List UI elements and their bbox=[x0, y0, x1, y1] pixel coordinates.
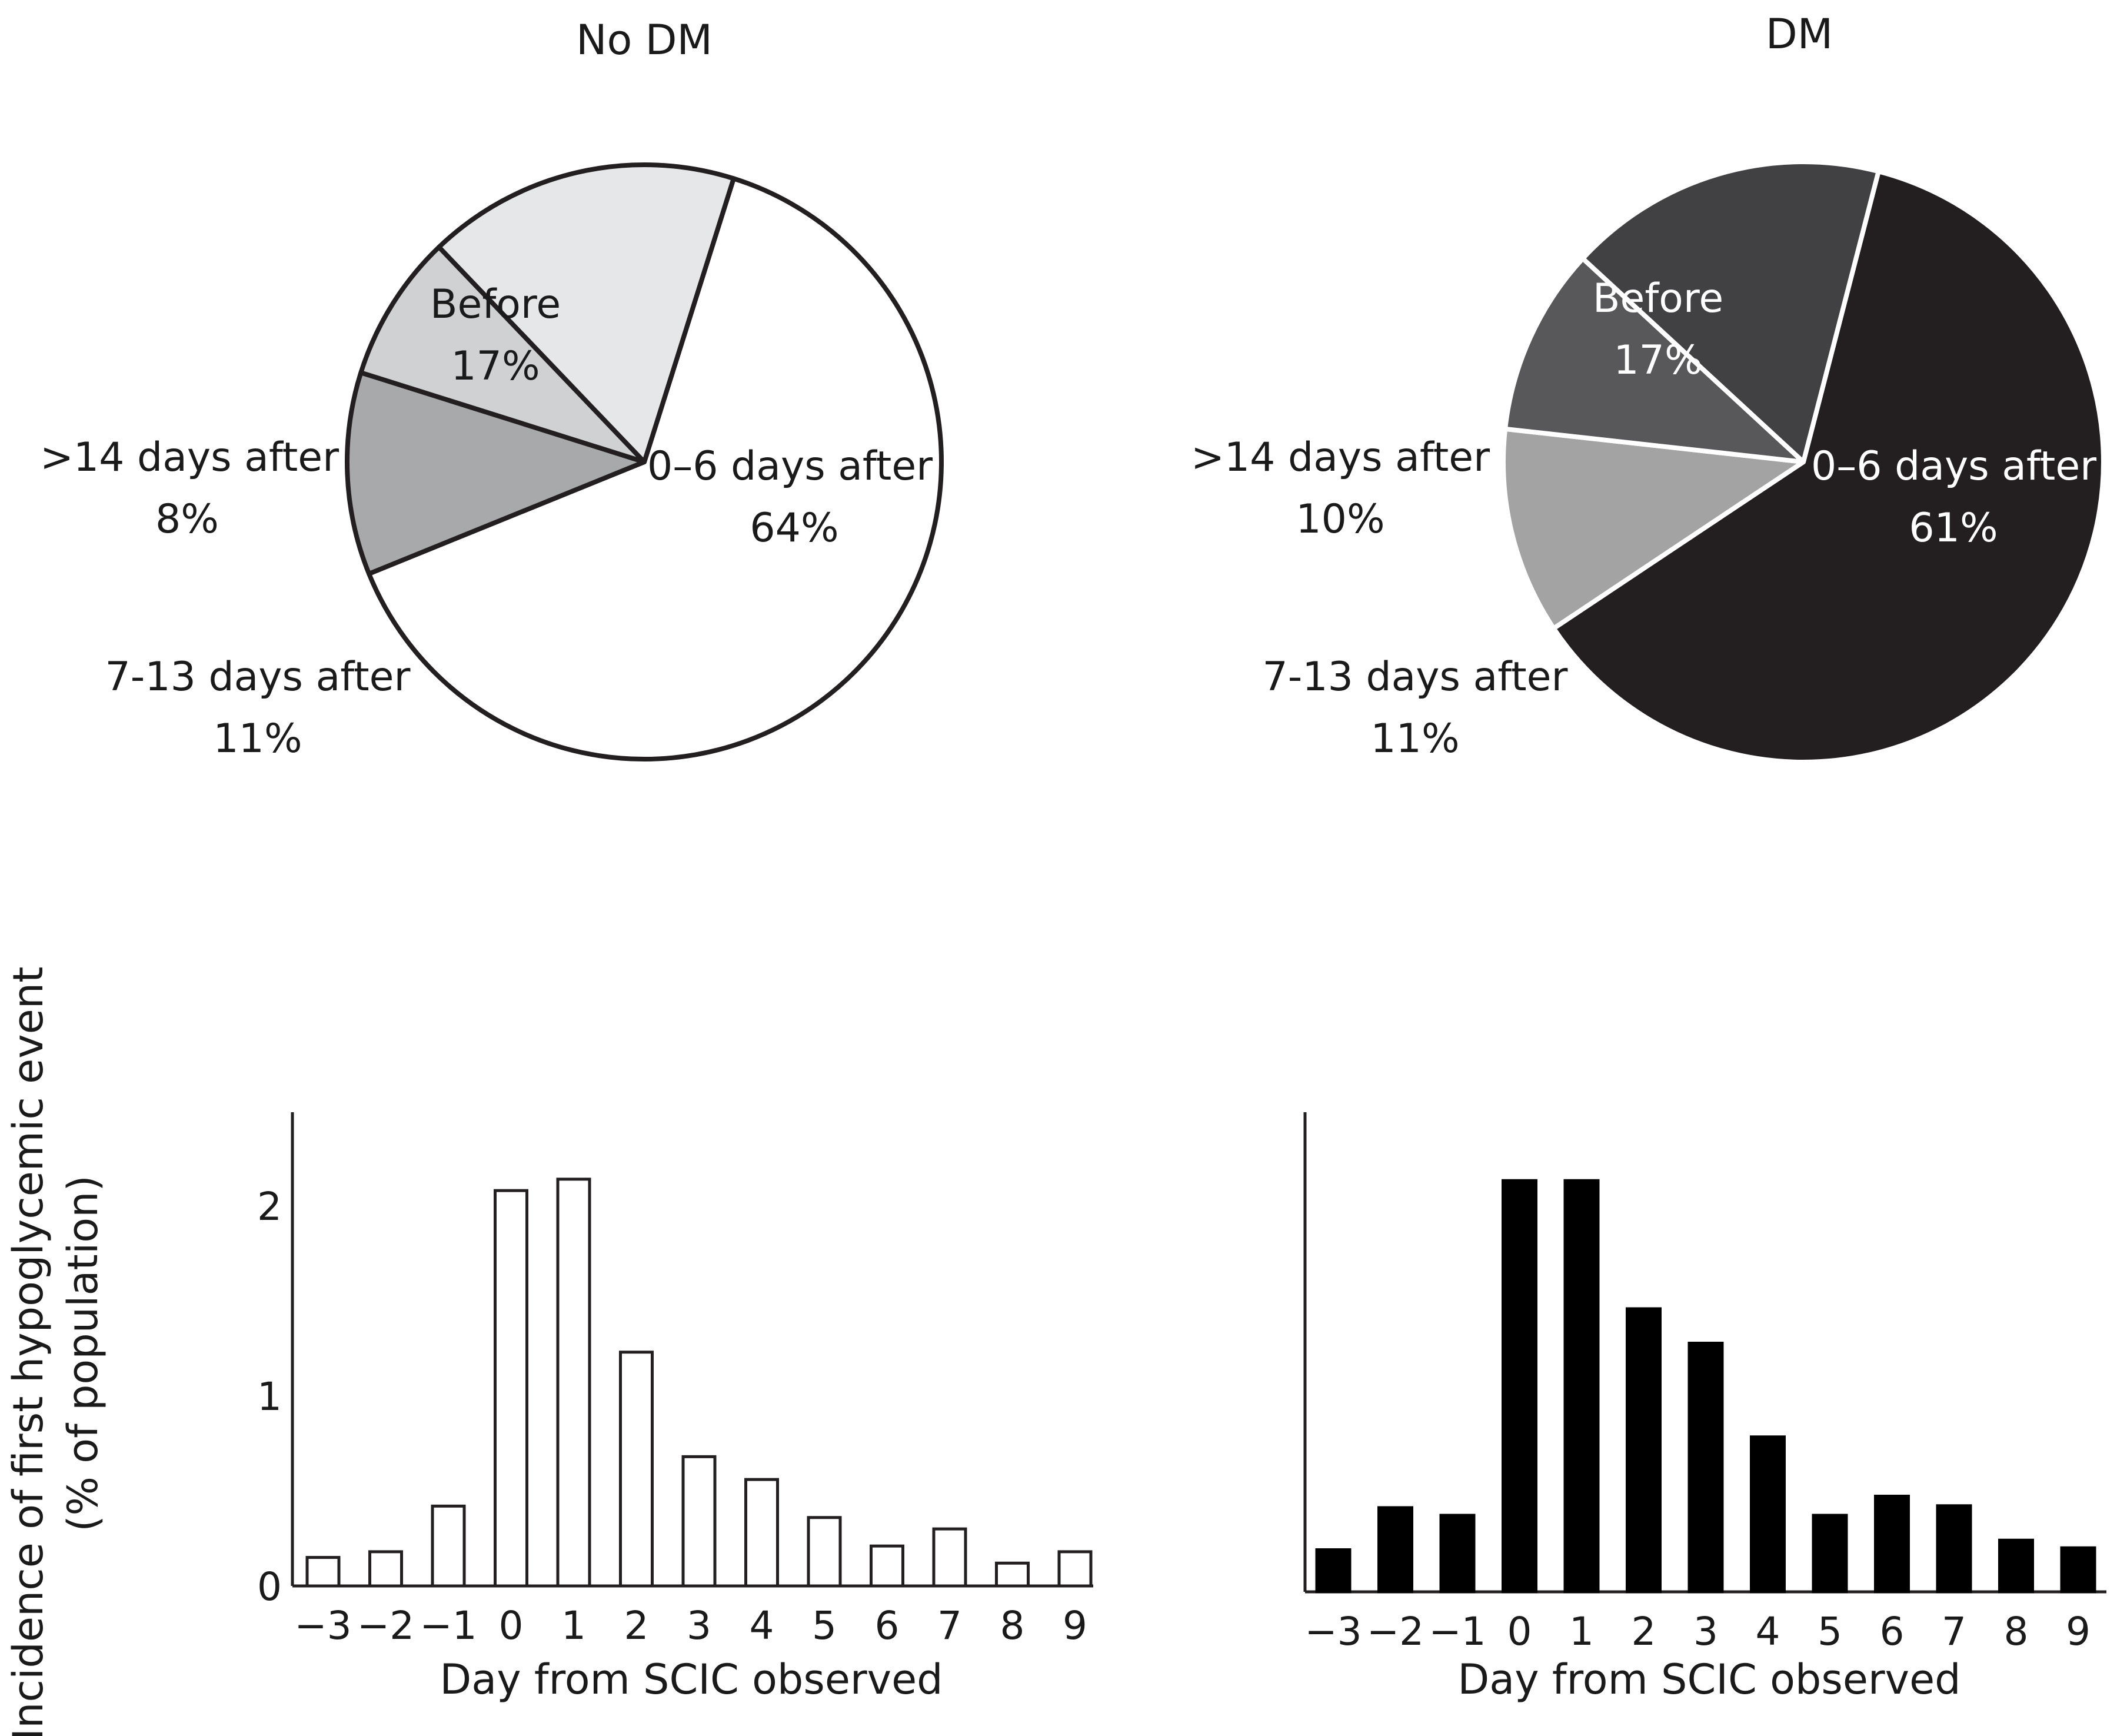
pie-value-7-13-days: 11% bbox=[213, 716, 302, 762]
x-axis-title-no-dm: Day from SCIC observed bbox=[440, 1655, 943, 1704]
pie-slice-0 bbox=[1551, 169, 2106, 764]
y-tick-label: 0 bbox=[257, 1564, 282, 1609]
pie-slice-1 bbox=[345, 370, 647, 576]
pie-slice-3 bbox=[1580, 159, 1881, 464]
bar-3 bbox=[494, 1189, 528, 1588]
pie-value-0-6-days: 61% bbox=[1909, 505, 1998, 551]
pie-value-over-14-days: 8% bbox=[155, 496, 219, 543]
x-tick-label: 1 bbox=[561, 1603, 586, 1648]
bar-4 bbox=[556, 1178, 591, 1588]
pie-label-over-14-days: >14 days after bbox=[40, 434, 339, 481]
x-tick-label: 8 bbox=[1000, 1603, 1025, 1648]
bar-6 bbox=[1687, 1342, 1724, 1594]
x-tick-label: 4 bbox=[750, 1603, 774, 1648]
x-tick-label: 8 bbox=[2004, 1609, 2029, 1654]
x-tick-label: −3 bbox=[1304, 1609, 1362, 1654]
pie-label-over-14-days: >14 days after bbox=[1191, 434, 1490, 481]
pie-labels-no-dm: Before 17% >14 days after 8% 7-13 days a… bbox=[40, 281, 933, 762]
x-tick-label: 5 bbox=[1818, 1609, 1842, 1654]
x-tick-label: −2 bbox=[357, 1603, 414, 1648]
x-tick-label: 9 bbox=[2066, 1609, 2091, 1654]
pie-slice-1 bbox=[1501, 426, 1806, 631]
y-tick-label: 1 bbox=[257, 1374, 282, 1419]
x-tick-label: 3 bbox=[687, 1603, 711, 1648]
pie-title-dm: DM bbox=[1766, 10, 1833, 58]
x-tick-label: −1 bbox=[1429, 1609, 1486, 1654]
pie-value-7-13-days: 11% bbox=[1370, 716, 1459, 762]
x-tick-label: 2 bbox=[624, 1603, 649, 1648]
pie-labels-dm: Before 17% >14 days after 10% 7-13 days … bbox=[1191, 275, 2096, 762]
bar-5 bbox=[619, 1351, 654, 1588]
pie-title-no-dm: No DM bbox=[576, 16, 713, 64]
bar-2 bbox=[431, 1504, 466, 1588]
bar-4 bbox=[1563, 1179, 1600, 1594]
x-tick-label: 6 bbox=[875, 1603, 900, 1648]
bar-11 bbox=[995, 1561, 1030, 1588]
y-axis-title: Incidence of first hypoglycemic event bbox=[4, 966, 52, 1736]
x-tick-label: 0 bbox=[499, 1603, 524, 1648]
pie-slice-2 bbox=[358, 244, 647, 464]
x-tick-label: 1 bbox=[1569, 1609, 1594, 1654]
bar-1 bbox=[368, 1550, 403, 1588]
bar-9 bbox=[870, 1544, 904, 1588]
pie-label-before: Before bbox=[1593, 275, 1723, 322]
bar-8 bbox=[807, 1516, 842, 1588]
pie-label-0-6-days: 0–6 days after bbox=[647, 443, 933, 490]
bar-1 bbox=[1377, 1506, 1413, 1594]
bar-7 bbox=[744, 1478, 779, 1588]
y-axis-subtitle: (% of population) bbox=[59, 1175, 107, 1532]
bar-12 bbox=[2060, 1546, 2096, 1594]
pie-slice-3 bbox=[437, 162, 736, 464]
x-tick-label: 7 bbox=[937, 1603, 962, 1648]
x-tick-label: 2 bbox=[1632, 1609, 1656, 1654]
pie-chart-no-dm bbox=[345, 162, 944, 761]
x-tick-label: −2 bbox=[1367, 1609, 1424, 1654]
bar-3 bbox=[1502, 1179, 1537, 1594]
bar-12 bbox=[1057, 1550, 1093, 1588]
x-tick-label: 4 bbox=[1756, 1609, 1780, 1654]
pie-label-before: Before bbox=[430, 281, 561, 328]
bar-chart-dm: −3 −2 −1 0 1 2 3 4 5 6 7 8 9 bbox=[1303, 1112, 2106, 1654]
bar-5 bbox=[1626, 1307, 1662, 1594]
y-tick-label: 2 bbox=[257, 1184, 282, 1229]
pie-value-before: 17% bbox=[1613, 337, 1702, 384]
bar-10 bbox=[1936, 1504, 1972, 1594]
pie-value-over-14-days: 10% bbox=[1296, 496, 1384, 543]
x-tick-label: −3 bbox=[294, 1603, 351, 1648]
bar-2 bbox=[1439, 1514, 1476, 1594]
x-axis-title-dm: Day from SCIC observed bbox=[1457, 1655, 1960, 1704]
pie-value-0-6-days: 64% bbox=[750, 505, 838, 551]
x-tick-label: 7 bbox=[1942, 1609, 1966, 1654]
bar-0 bbox=[1315, 1548, 1352, 1594]
pie-label-7-13-days: 7-13 days after bbox=[105, 654, 411, 700]
bar-11 bbox=[1998, 1538, 2034, 1594]
pie-chart-dm bbox=[1501, 159, 2106, 764]
bar-10 bbox=[932, 1527, 967, 1588]
bar-7 bbox=[1750, 1435, 1786, 1594]
pie-slice-0 bbox=[367, 176, 944, 761]
bar-8 bbox=[1812, 1514, 1848, 1594]
x-tick-label: 0 bbox=[1507, 1609, 1532, 1654]
pie-label-0-6-days: 0–6 days after bbox=[1811, 443, 2096, 490]
x-tick-label: 9 bbox=[1063, 1603, 1087, 1648]
bar-6 bbox=[681, 1455, 717, 1588]
pie-value-before: 17% bbox=[451, 343, 540, 390]
x-tick-label: 3 bbox=[1693, 1609, 1718, 1654]
x-tick-label: 6 bbox=[1880, 1609, 1905, 1654]
bar-9 bbox=[1874, 1495, 1910, 1594]
x-tick-label: −1 bbox=[420, 1603, 477, 1648]
pie-slice-2 bbox=[1503, 256, 1806, 464]
bar-0 bbox=[305, 1556, 341, 1588]
pie-label-7-13-days: 7-13 days after bbox=[1263, 654, 1568, 700]
x-tick-label: 5 bbox=[812, 1603, 837, 1648]
